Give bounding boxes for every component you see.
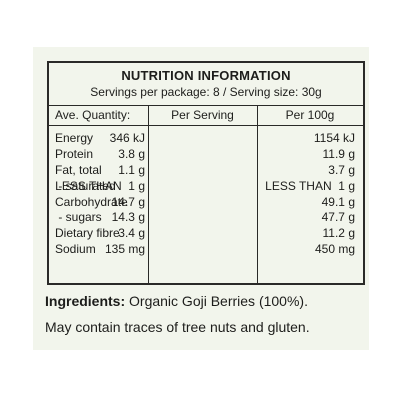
table-row: Energy 346 kJ 1154 kJ [49,131,363,147]
column-divider [257,106,258,283]
nutrient-name: - sugars [55,210,102,225]
per-serving-value: LESS THAN 1 g [55,178,145,193]
servings-line: Servings per package: 8 / Serving size: … [90,85,322,99]
table-row: - saturated LESS THAN 1 g LESS THAN 1 g [49,179,363,195]
table-row: Protein 3.8 g 11.9 g [49,147,363,163]
column-header-per-serving: Per Serving [171,108,234,122]
per-serving-value: 3.4 g [118,226,145,241]
nutrient-name: Dietary fibre [55,226,120,241]
nutrition-panel: NUTRITION INFORMATION Servings per packa… [47,61,365,285]
per-100g-value: 49.1 g [321,194,355,209]
nutrition-label: NUTRITION INFORMATION Servings per packa… [33,47,369,350]
column-divider [148,106,149,283]
ingredients-line: Ingredients: Organic Goji Berries (100%)… [45,293,308,309]
column-header-row: Ave. Quantity: Per Serving Per 100g [49,106,363,126]
nutrition-title: NUTRITION INFORMATION [121,68,291,83]
per-serving-value: 14.7 g [111,194,145,209]
nutrient-name: Protein [55,146,94,161]
column-header-per-100g: Per 100g [285,108,335,122]
per-100g-value: 1154 kJ [313,131,355,145]
table-row: Fat, total 1.1 g 3.7 g [49,163,363,179]
per-100g-value: LESS THAN 1 g [265,178,355,193]
per-100g-value: 11.9 g [322,146,355,161]
per-serving-value: 1.1 g [118,162,145,177]
per-100g-value: 450 mg [314,242,355,257]
column-header-quantity: Ave. Quantity: [55,108,131,122]
table-row: Carbohydrate 14.7 g 49.1 g [49,195,363,211]
per-100g-value: 11.2 g [322,226,355,241]
nutrient-name: Fat, total [55,162,102,177]
table-row: Dietary fibre 3.4 g 11.2 g [49,226,363,242]
table-row: Sodium 135 mg 450 mg [49,242,363,258]
allergen-note: May contain traces of tree nuts and glut… [45,319,310,335]
nutrient-name: Sodium [55,242,96,257]
nutrient-name: Energy [55,131,94,145]
per-serving-value: 135 mg [104,242,145,257]
per-100g-value: 3.7 g [328,162,355,177]
per-serving-value: 346 kJ [109,131,145,145]
per-100g-value: 47.7 g [321,210,355,225]
per-serving-value: 14.3 g [111,210,145,225]
per-serving-value: 3.8 g [118,146,145,161]
nutrient-name: - saturated [55,178,116,193]
nutrition-rows: Energy 346 kJ 1154 kJ Protein 3.8 g 11.9… [49,131,363,258]
header-divider [49,105,363,106]
table-row: - sugars 14.3 g 47.7 g [49,210,363,226]
nutrient-name: Carbohydrate [55,194,128,209]
ingredients-text: Organic Goji Berries (100%). [125,293,308,309]
ingredients-label: Ingredients: [45,293,126,309]
